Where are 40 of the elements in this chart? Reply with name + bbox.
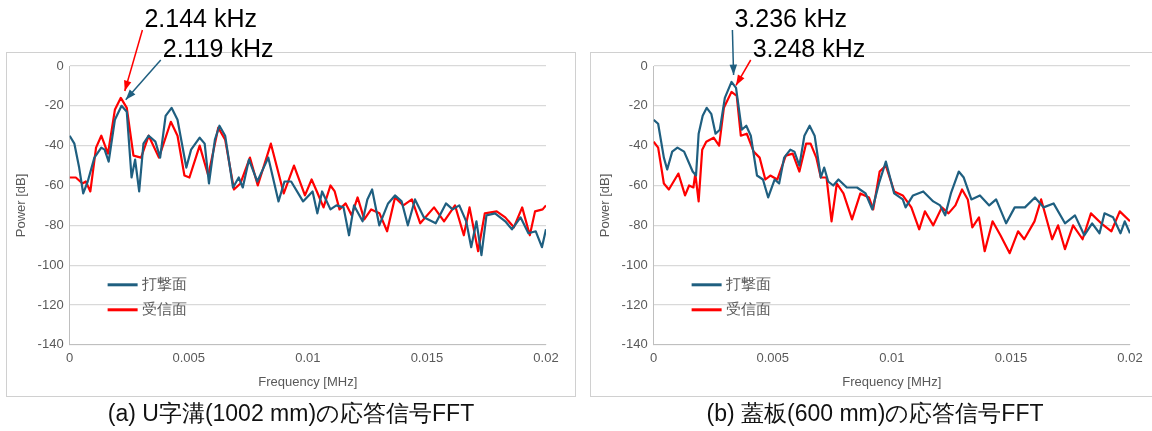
y-tick-label: 0 (56, 57, 64, 73)
y-tick-label: -140 (621, 336, 648, 352)
y-tick-label: -20 (44, 97, 64, 113)
y-tick-label: -120 (37, 296, 64, 312)
y-tick-label: -60 (44, 177, 64, 193)
x-tick-label: 0.015 (994, 350, 1028, 366)
y-tick-label: -60 (628, 177, 648, 193)
x-tick-label: 0.01 (295, 350, 321, 366)
x-axis-title: Frequency [MHz] (258, 373, 358, 389)
legend-label: 受信面 (725, 299, 771, 318)
y-tick-label: -20 (628, 97, 648, 113)
annotation: 2.144 kHz (144, 3, 257, 32)
y-tick-label: -120 (621, 296, 648, 312)
y-axis-title: Power [dB] (597, 173, 613, 238)
x-tick-label: 0.02 (533, 350, 559, 366)
legend-label: 打撃面 (140, 274, 187, 293)
legend-label: 受信面 (141, 299, 187, 318)
y-tick-label: -100 (37, 256, 64, 272)
y-tick-label: -40 (44, 137, 64, 153)
x-tick-label: 0.005 (172, 350, 205, 366)
x-tick-label: 0.015 (410, 350, 444, 366)
x-tick-label: 0.02 (1117, 350, 1143, 366)
y-tick-label: -80 (628, 216, 648, 232)
x-tick-label: 0 (66, 350, 74, 366)
text: (a) U字溝(1002 mm)の応答信号FFT (106, 399, 476, 428)
legend-label: 打撃面 (724, 274, 771, 293)
x-tick-label: 0 (650, 350, 658, 366)
annotation: 2.119 kHz (162, 33, 274, 62)
y-tick-label: 0 (640, 57, 648, 73)
x-tick-label: 0.01 (879, 350, 905, 366)
text: (b) 蓋板(600 mm)の応答信号FFT (705, 399, 1045, 428)
y-axis-title: Power [dB] (13, 173, 29, 238)
y-tick-label: -80 (44, 216, 64, 232)
annotation: 3.236 kHz (734, 3, 847, 32)
y-tick-label: -40 (628, 137, 648, 153)
y-tick-label: -100 (621, 256, 648, 272)
y-tick-label: -140 (37, 336, 64, 352)
x-axis-title: Frequency [MHz] (842, 373, 942, 389)
x-tick-label: 0.005 (756, 350, 789, 366)
annotation: 3.248 kHz (752, 33, 866, 62)
